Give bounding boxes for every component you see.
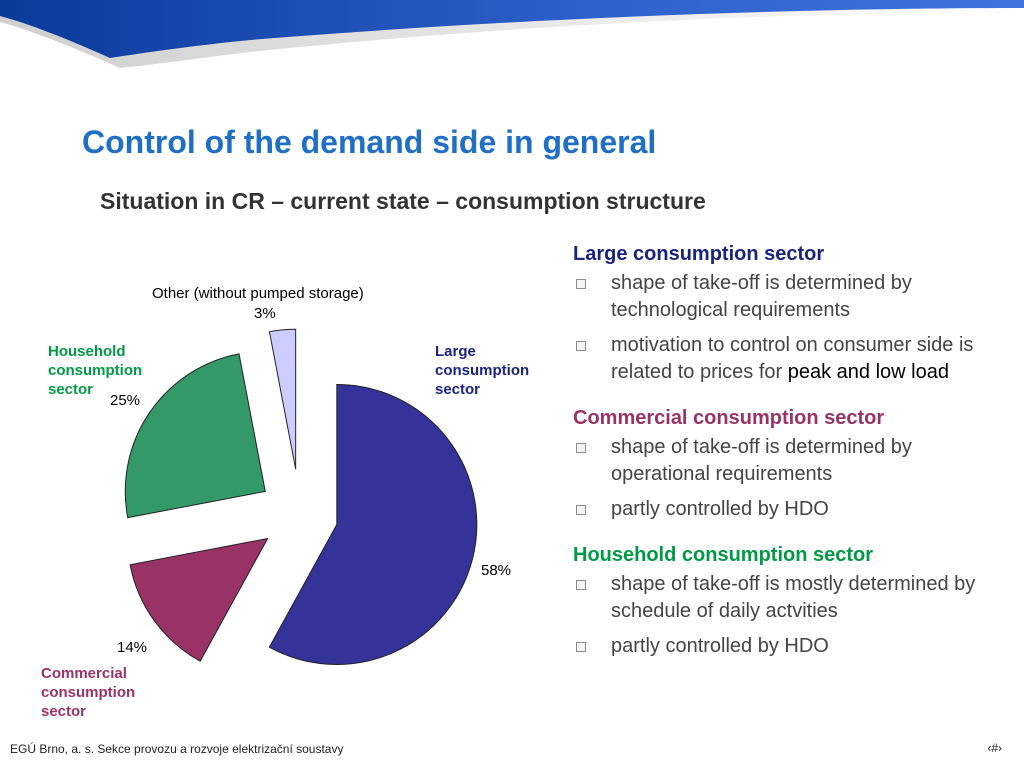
pie-slice-other <box>268 328 297 470</box>
bullet-square-icon <box>576 580 586 590</box>
bullet-item: shape of take-off is determined by opera… <box>573 434 1013 488</box>
household-pct-label: 25% <box>110 392 141 409</box>
household-slice-label: Household consumption sector <box>48 342 142 399</box>
sector-descriptions: Large consumption sector shape of take-o… <box>573 240 1013 674</box>
footer-text: EGÚ Brno, a. s. Sekce provozu a rozvoje … <box>10 742 344 756</box>
bullet-text: partly controlled by HDO <box>611 635 829 657</box>
large-name-line: Large <box>435 343 476 360</box>
large-sector-bullets: shape of take-off is determined by techn… <box>573 270 1013 386</box>
bullet-text: partly controlled by HDO <box>611 498 829 520</box>
bullet-item: partly controlled by HDO <box>573 633 1013 660</box>
bullet-text: shape of take-off is determined by techn… <box>611 272 912 321</box>
large-name-line: consumption <box>435 362 530 379</box>
household-name-line: Household <box>48 343 126 360</box>
bullet-text: motivation to control on consumer side i… <box>611 334 974 383</box>
consumption-pie-chart <box>124 328 478 665</box>
bullet-square-icon <box>576 341 586 351</box>
household-name-line: consumption <box>48 362 143 379</box>
other-slice-label: Other (without pumped storage) <box>152 284 364 303</box>
large-pct-label: 58% <box>481 562 512 579</box>
bullet-square-icon <box>576 279 586 289</box>
page-number: ‹#› <box>987 741 1002 755</box>
bullet-square-icon <box>576 642 586 652</box>
bullet-text: shape of take-off is determined by opera… <box>611 436 912 485</box>
household-sector-bullets: shape of take-off is mostly determined b… <box>573 571 1013 660</box>
bullet-item: partly controlled by HDO <box>573 496 1013 523</box>
commercial-sector-heading: Commercial consumption sector <box>573 407 885 429</box>
commercial-pct-label: 14% <box>117 639 148 656</box>
other-name-label: Other (without pumped storage) <box>152 285 364 302</box>
bullet-item: motivation to control on consumer side i… <box>573 332 1013 386</box>
pie-slice-commercial <box>129 537 269 662</box>
page-subtitle: Situation in CR – current state – consum… <box>100 188 706 214</box>
bullet-text: shape of take-off is mostly determined b… <box>611 573 976 622</box>
pie-slice-household <box>124 353 266 519</box>
bullet-emphasis-text: peak and low load <box>787 361 949 383</box>
pie-slice-large <box>268 383 478 665</box>
commercial-sector-bullets: shape of take-off is determined by opera… <box>573 434 1013 523</box>
other-pct-label: 3% <box>254 305 276 322</box>
large-name-line: sector <box>435 381 481 398</box>
commercial-slice-label: Commercial consumption sector <box>41 664 135 721</box>
bullet-item: shape of take-off is mostly determined b… <box>573 571 1013 625</box>
household-sector-heading: Household consumption sector <box>573 544 874 566</box>
large-slice-label: Large consumption sector <box>435 342 529 399</box>
bullet-square-icon <box>576 505 586 515</box>
commercial-name-line: sector <box>41 703 87 720</box>
commercial-name-line: consumption <box>41 684 136 701</box>
household-name-line: sector <box>48 381 94 398</box>
large-sector-heading: Large consumption sector <box>573 243 825 265</box>
bullet-square-icon <box>576 443 586 453</box>
bullet-item: shape of take-off is determined by techn… <box>573 270 1013 324</box>
header-band <box>0 0 1024 68</box>
commercial-name-line: Commercial <box>41 665 127 682</box>
page-title: Control of the demand side in general <box>82 124 657 160</box>
